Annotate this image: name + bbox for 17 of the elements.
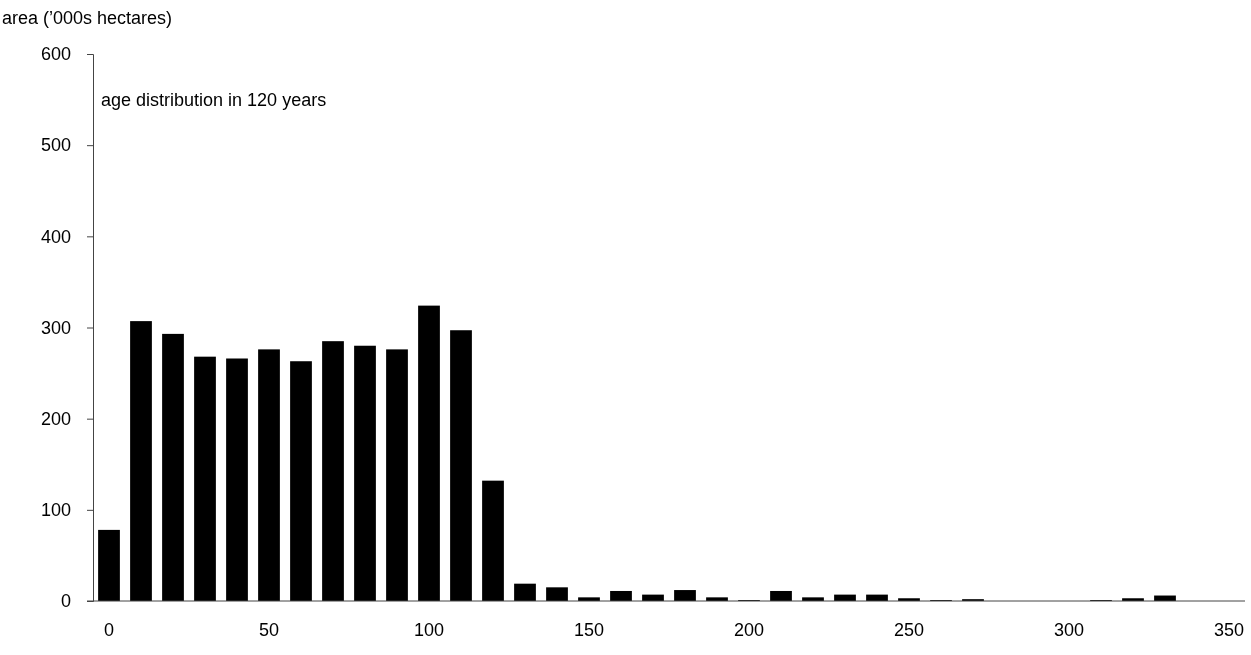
- y-tick-label: 600: [40, 44, 71, 65]
- x-tick-label: 350: [1213, 619, 1245, 640]
- y-tick-label: 200: [40, 408, 71, 429]
- y-tick-label: 0: [60, 591, 71, 612]
- y-tick-label: 300: [40, 317, 71, 338]
- y-tick-label: 500: [40, 135, 71, 156]
- x-tick-label: 0: [103, 619, 115, 640]
- text: age distribution in 120 years: [101, 90, 327, 110]
- x-tick-label: 200: [733, 619, 765, 640]
- y-tick-label: 400: [40, 226, 71, 247]
- y-axis-title: area (’000s hectares): [2, 8, 173, 28]
- x-tick-label: 50: [258, 619, 280, 640]
- y-tick-label: 100: [40, 500, 71, 521]
- x-tick-label: 300: [1053, 619, 1085, 640]
- x-tick-label: 100: [413, 619, 445, 640]
- x-tick-label: 150: [573, 619, 605, 640]
- x-tick-label: 250: [893, 619, 925, 640]
